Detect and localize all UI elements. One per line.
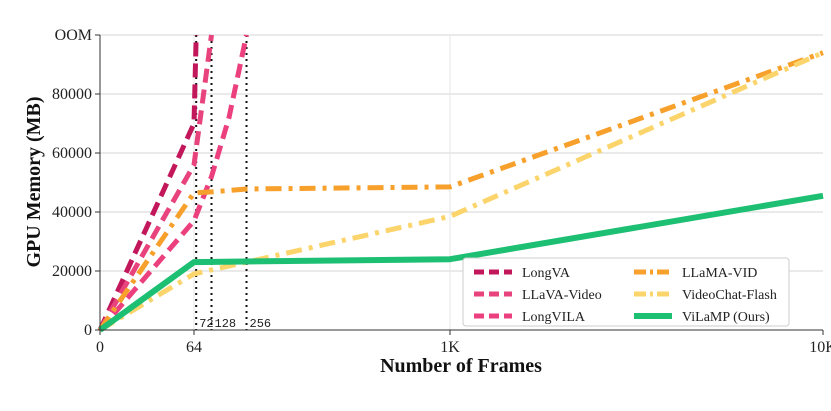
- series-line: [97, 34, 214, 332]
- y-tick-label: 60000: [52, 145, 92, 162]
- series-line: [97, 50, 824, 332]
- legend: LongVA LLaVA-Video LongVILA LLaMA-VID VideoC…: [462, 257, 790, 327]
- x-tick-label: 1K: [440, 339, 460, 356]
- x-axis-title: Number of Frames: [380, 355, 542, 377]
- legend-label: LLaMA-VID: [682, 266, 757, 281]
- series-line: [98, 50, 825, 333]
- legend-label: LongVA: [522, 266, 571, 281]
- y-tick-label: 80000: [52, 86, 92, 103]
- vertical-markers: 72 128 256: [195, 35, 272, 331]
- vertical-marker-label: 256: [250, 317, 272, 331]
- series-lines: [97, 34, 825, 333]
- legend-label: LongVILA: [522, 310, 586, 325]
- y-axis-ticks: 0 20000 40000 60000 80000 OOM: [52, 27, 100, 339]
- series-line: [98, 192, 824, 333]
- x-tick-label: 64: [186, 339, 202, 356]
- vertical-marker-label: 72: [199, 317, 213, 331]
- y-tick-label: 40000: [52, 204, 92, 221]
- x-tick-label: 10K: [809, 339, 831, 356]
- legend-box: [462, 257, 790, 327]
- y-tick-label: 20000: [52, 263, 92, 280]
- y-tick-label: 0: [84, 322, 92, 339]
- y-axis-title: GPU Memory (MB): [23, 96, 45, 267]
- legend-label: VideoChat-Flash: [682, 288, 777, 303]
- x-tick-label: 0: [96, 339, 104, 356]
- series-line: [97, 34, 199, 332]
- legend-label: ViLaMP (Ours): [682, 310, 770, 325]
- legend-label: LLaVA-Video: [522, 288, 602, 303]
- y-tick-label: OOM: [55, 27, 92, 44]
- series-line: [98, 34, 249, 332]
- vertical-marker-label: 128: [215, 317, 237, 331]
- x-axis-ticks: 0 64 1K 10K: [96, 330, 831, 356]
